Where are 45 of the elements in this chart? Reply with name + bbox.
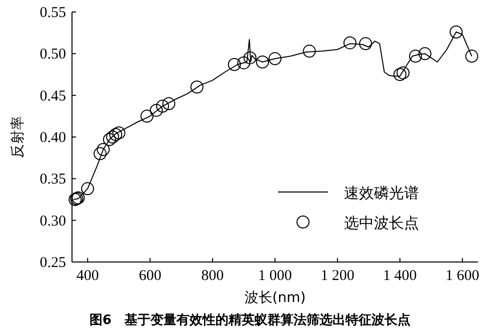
y-tick-label: 0.45 [40, 88, 66, 104]
x-tick-label: 400 [76, 268, 99, 284]
legend-label: 速效磷光谱 [344, 184, 419, 202]
y-tick-label: 0.30 [40, 213, 66, 230]
y-axis-title: 反射率 [10, 116, 26, 158]
point [244, 51, 257, 64]
point [96, 143, 110, 156]
point [268, 52, 282, 66]
point [343, 36, 356, 50]
x-axis-title: 波长(nm) [244, 290, 306, 306]
text: 图6 基于变量有效性的精英蚁群算法筛选出特征波长点 [89, 312, 411, 328]
point [140, 110, 154, 123]
y-tick-label: 0.55 [40, 5, 66, 21]
point [418, 47, 432, 60]
y-tick-label: 0.35 [40, 172, 66, 188]
point [162, 97, 176, 110]
x-tick-label: 1 000 [258, 268, 292, 284]
point [302, 44, 316, 58]
x-tick-label: 600 [138, 268, 162, 284]
legend-label: 选中波长点 [344, 214, 419, 232]
x-tick-label: 800 [201, 268, 224, 284]
point [396, 66, 410, 80]
point [465, 50, 478, 63]
point [228, 58, 241, 71]
point [409, 50, 422, 63]
point [81, 182, 94, 196]
x-tick-label: 1 200 [320, 268, 354, 284]
point [109, 128, 122, 141]
y-tick-label: 0.25 [40, 255, 66, 271]
point [190, 80, 204, 94]
y-tick-label: 0.50 [40, 46, 66, 63]
point [112, 126, 126, 140]
point [256, 56, 270, 68]
point [94, 147, 107, 160]
point [450, 26, 463, 38]
point [359, 37, 372, 50]
point [156, 100, 170, 113]
y-tick-label: 0.40 [40, 130, 66, 146]
point [237, 56, 250, 70]
point [150, 104, 163, 117]
point [393, 68, 406, 81]
x-tick-label: 1 400 [383, 268, 417, 284]
point [102, 133, 116, 146]
point [106, 130, 120, 144]
x-tick-label: 1 600 [446, 268, 480, 284]
